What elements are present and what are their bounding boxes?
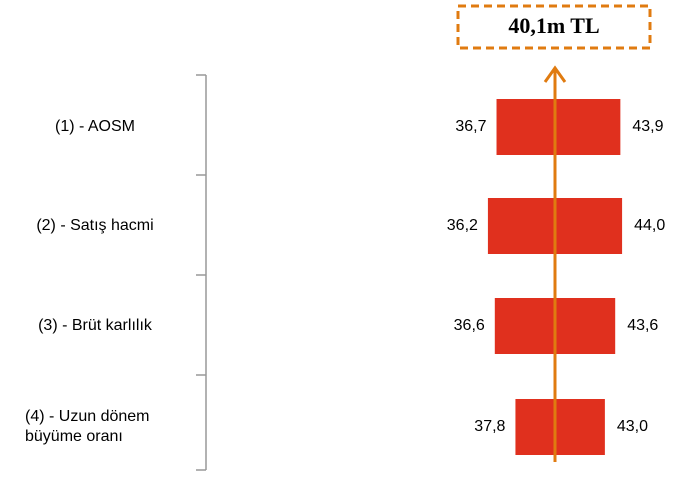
value-label: 36,6 [454, 317, 485, 334]
value-label: 44,0 [634, 217, 665, 234]
category-label: (2) - Satış hacmi [36, 217, 154, 234]
bar-high [555, 198, 623, 254]
bar-low [487, 198, 555, 254]
value-label: 43,6 [627, 317, 658, 334]
bar-low [496, 99, 555, 155]
bar-high [555, 298, 616, 354]
category-label: (1) - AOSM [54, 118, 135, 135]
category-label: (4) - Uzun dönem büyüme oranı [25, 408, 150, 445]
value-label: 37,8 [474, 418, 505, 435]
value-label: 43,0 [617, 418, 648, 435]
base-box [456, 4, 652, 50]
value-label: 43,9 [632, 118, 663, 135]
category-bracket [196, 74, 207, 471]
base-arrowhead [543, 65, 567, 83]
value-label: 36,2 [447, 217, 478, 234]
bar-low [515, 399, 555, 455]
bar-low [494, 298, 555, 354]
base-label: 40,1m TL [508, 13, 599, 38]
bar-high [555, 399, 605, 455]
value-label: 36,7 [455, 118, 486, 135]
bar-high [555, 99, 621, 155]
category-label: (3) - Brüt karlılık [38, 317, 152, 334]
